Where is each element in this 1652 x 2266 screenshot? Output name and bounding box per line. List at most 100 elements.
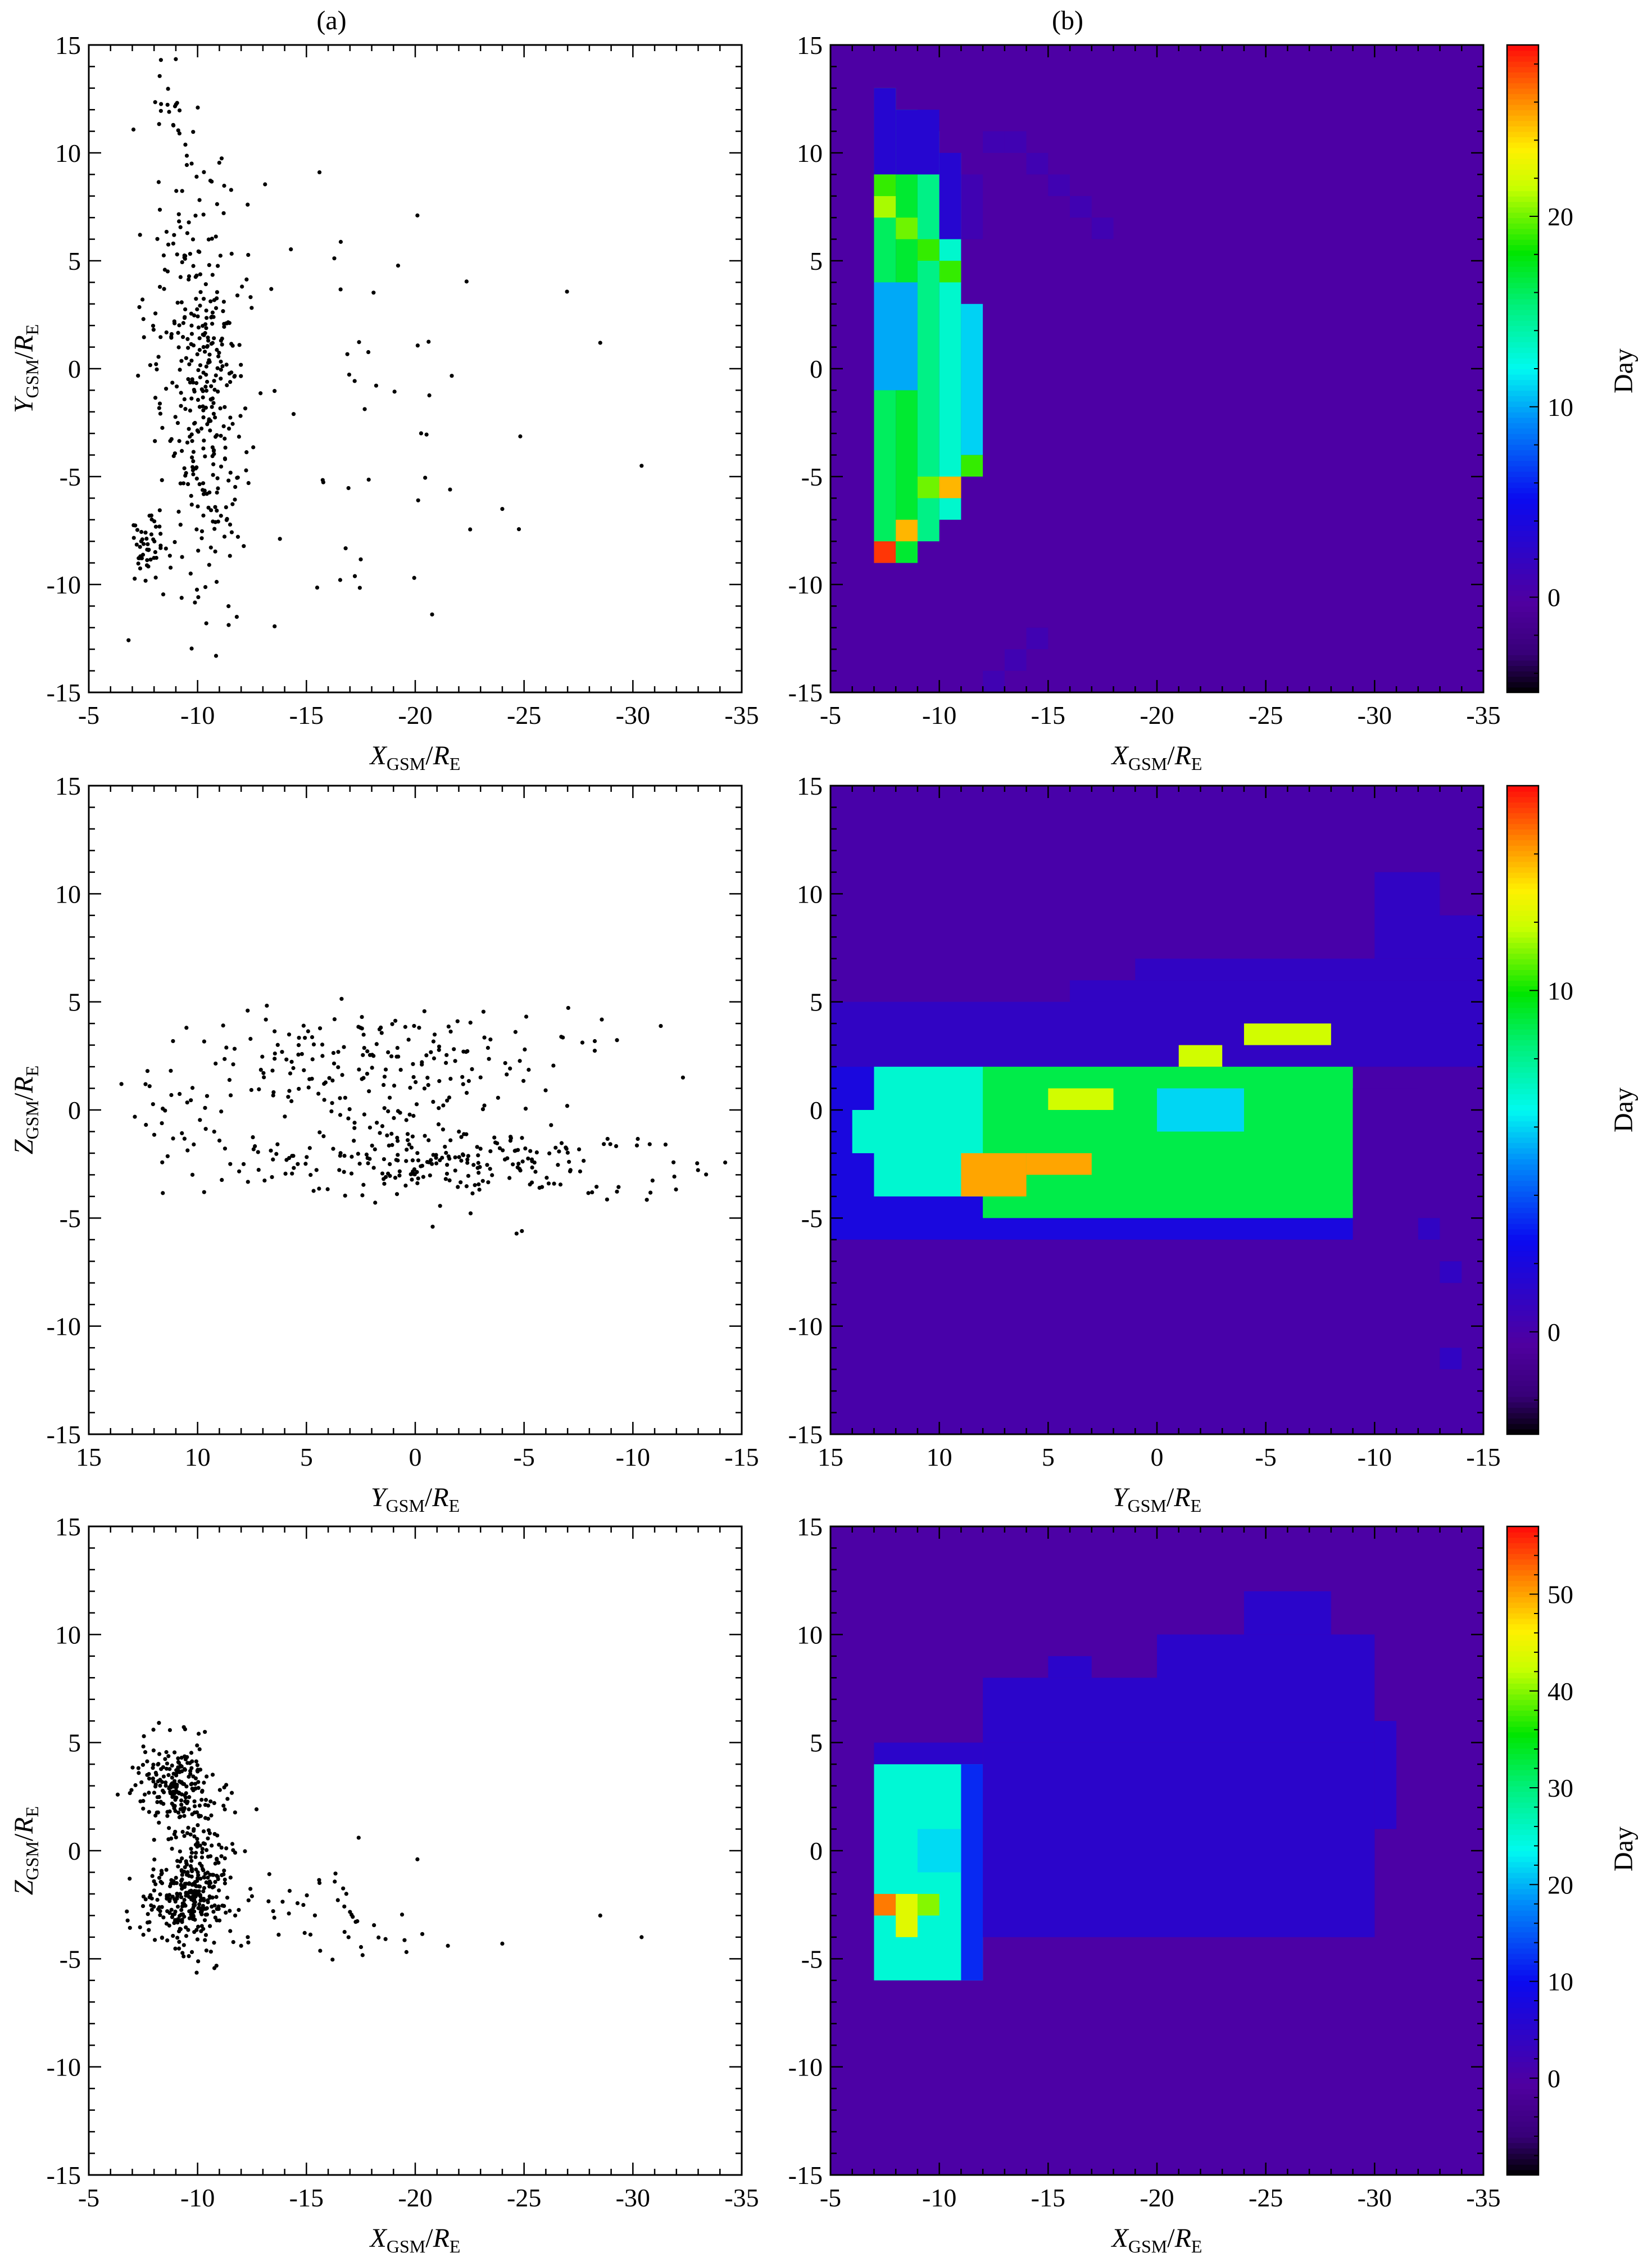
scatter-point [184,356,188,360]
scatter-point [352,1139,356,1143]
scatter-point [407,1112,412,1117]
y-tick-label: 5 [810,1729,823,1757]
scatter-point [201,395,205,400]
scatter-point [176,1756,180,1761]
scatter-point [157,1820,161,1825]
colorbar-segment [1507,627,1538,634]
scatter-point [221,424,226,429]
colorbar-segment [1507,417,1538,423]
scatter-point [465,1049,470,1053]
scatter-point [152,1857,157,1862]
scatter-point [549,1123,553,1127]
scatter-point [396,1054,401,1059]
scatter-point [192,313,197,318]
scatter-point [344,1892,348,1896]
scatter-point [196,368,201,373]
scatter-point [190,468,195,473]
scatter-point [382,1106,387,1111]
colorbar-segment [1507,61,1538,67]
scatter-point [125,1918,130,1923]
colorbar-segment [1507,1678,1538,1684]
scatter-point [208,545,213,550]
scatter-point [172,321,177,325]
colorbar-segment [1507,856,1538,862]
scatter-point [540,1185,544,1189]
scatter-point [158,532,163,536]
scatter-point [338,1096,342,1100]
scatter-point [295,1901,300,1906]
scatter-point [131,536,136,540]
scatter-point [194,297,198,301]
heatmap-cell [1331,1829,1375,1937]
scatter-point [357,1162,362,1166]
scatter-point [228,380,233,384]
scatter-point [476,1161,480,1165]
scatter-point [170,1895,175,1899]
colorbar-segment [1507,1001,1538,1008]
scatter-point [177,439,181,443]
scatter-point [223,1881,227,1886]
scatter-point [362,1112,366,1117]
colorbar-segment [1507,1769,1538,1776]
scatter-point [153,100,157,105]
scatter-point [174,384,179,389]
colorbar-segment [1507,1050,1538,1057]
scatter-point [546,1181,551,1186]
scatter-point [283,1171,288,1176]
scatter-point [182,1136,187,1141]
scatter-point [382,1157,387,1162]
scatter-point [175,301,180,305]
scatter-point [212,298,216,302]
scatter-point [220,342,224,347]
colorbar-segment [1507,1683,1538,1689]
scatter-point [157,122,161,126]
scatter-point [183,315,187,319]
colorbar-segment [1507,1996,1538,2003]
scatter-point [429,1050,433,1054]
scatter-point [228,1875,233,1880]
scatter-point [203,1105,207,1110]
scatter-point [173,1782,177,1786]
colorbar-segment [1507,1926,1538,1933]
colorbar-segment [1507,2029,1538,2035]
colorbar-segment [1507,590,1538,596]
scatter-point [392,389,397,394]
scatter-point [190,1172,195,1177]
scatter-point [215,433,219,437]
scatter-point [196,1873,201,1878]
scatter-point [165,1761,170,1766]
colorbar-segment [1507,1932,1538,1938]
scatter-point [179,1907,184,1912]
scatter-point [262,1178,267,1183]
scatter-point [196,429,201,434]
colorbar-segment [1507,66,1538,72]
scatter-point [219,1109,224,1114]
scatter-point [189,1874,194,1879]
scatter-point [426,1138,431,1143]
scatter-point [206,338,211,343]
scatter-point [382,1181,387,1186]
scatter-point [187,427,191,431]
scatter-point [516,1162,521,1166]
scatter-point [370,1066,374,1070]
scatter-point [215,366,220,370]
scatter-point [220,1177,224,1182]
colorbar-segment [1507,411,1538,418]
scatter-point [142,335,146,339]
heatmap-cell [896,519,918,542]
scatter-point [206,1855,211,1859]
scatter-point [211,1909,216,1914]
colorbar-segment [1507,1672,1538,1679]
x-tick-label: -15 [1031,701,1065,729]
scatter-point [253,1144,257,1149]
scatter-point [143,1750,148,1755]
scatter-point [192,1804,197,1809]
scatter-point [221,1803,226,1808]
colorbar-segment [1507,1834,1538,1841]
scatter-point [202,438,206,443]
scatter-point [153,396,158,400]
x-tick-label: -5 [78,2183,99,2212]
scatter-point [158,335,163,339]
scatter-point [246,252,251,257]
colorbar-segment [1507,357,1538,364]
